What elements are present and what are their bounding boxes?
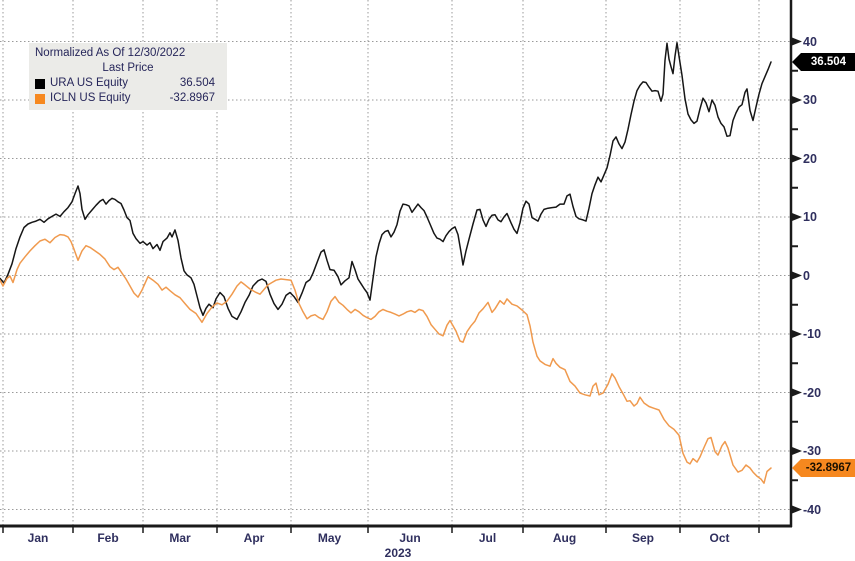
legend-title: Normalized As Of 12/30/2022 bbox=[35, 47, 186, 59]
legend-item-ura[interactable]: URA US Equity 36.504 bbox=[35, 76, 221, 91]
x-axis-month-label: Oct bbox=[709, 531, 730, 545]
series-line-icln bbox=[0, 233, 772, 484]
ura-swatch-icon bbox=[35, 78, 45, 89]
x-axis-month-label: Sep bbox=[631, 531, 655, 545]
y-tick-arrow-icon bbox=[792, 271, 802, 280]
x-axis-year-label: 2023 bbox=[384, 546, 412, 560]
chart-legend: Normalized As Of 12/30/2022 Last Price U… bbox=[29, 43, 227, 110]
y-axis-tick-label: -10 bbox=[803, 327, 822, 341]
last-price-badge-ura: 36.504 bbox=[792, 52, 855, 71]
x-axis-month-label: Jun bbox=[399, 531, 421, 545]
x-axis-month-label: Jul bbox=[478, 531, 497, 545]
icln-swatch-icon bbox=[35, 93, 45, 104]
y-axis-tick-label: -20 bbox=[803, 385, 822, 400]
y-axis-tick-label: 20 bbox=[803, 151, 817, 166]
y-tick-arrow-icon bbox=[792, 37, 802, 46]
legend-item-icln[interactable]: ICLN US Equity -32.8967 bbox=[35, 91, 221, 106]
legend-item-label: URA US Equity bbox=[50, 77, 128, 89]
legend-subtitle: Last Price bbox=[102, 62, 154, 74]
last-price-badge-icln: -32.8967 bbox=[792, 458, 855, 477]
x-axis-month-label: Aug bbox=[552, 531, 577, 545]
y-tick-arrow-icon bbox=[792, 154, 802, 163]
y-tick-arrow-icon bbox=[792, 447, 802, 455]
x-axis-month-label: Apr bbox=[243, 531, 265, 545]
series-line-ura bbox=[0, 41, 772, 321]
y-axis-tick-label: 40 bbox=[803, 34, 817, 49]
x-axis-month-label: May bbox=[317, 531, 342, 545]
x-axis-month-label: Mar bbox=[169, 531, 191, 545]
y-tick-arrow-icon bbox=[792, 505, 802, 514]
x-axis-month-label: Jan bbox=[27, 531, 49, 545]
y-tick-arrow-icon bbox=[792, 330, 802, 338]
y-tick-arrow-icon bbox=[792, 96, 802, 104]
x-axis-month-label: Feb bbox=[97, 531, 119, 545]
legend-item-value: 36.504 bbox=[179, 77, 215, 89]
y-tick-arrow-icon bbox=[792, 213, 802, 221]
y-axis-tick-label: 0 bbox=[803, 268, 810, 283]
y-axis-tick-label: -30 bbox=[803, 444, 822, 458]
y-axis-tick-label: 30 bbox=[803, 93, 817, 107]
legend-item-value: -32.8967 bbox=[169, 92, 215, 104]
y-tick-arrow-icon bbox=[792, 388, 802, 397]
y-axis-tick-label: 10 bbox=[803, 210, 817, 224]
y-axis-tick-label: -40 bbox=[803, 502, 822, 517]
legend-item-label: ICLN US Equity bbox=[50, 92, 131, 104]
